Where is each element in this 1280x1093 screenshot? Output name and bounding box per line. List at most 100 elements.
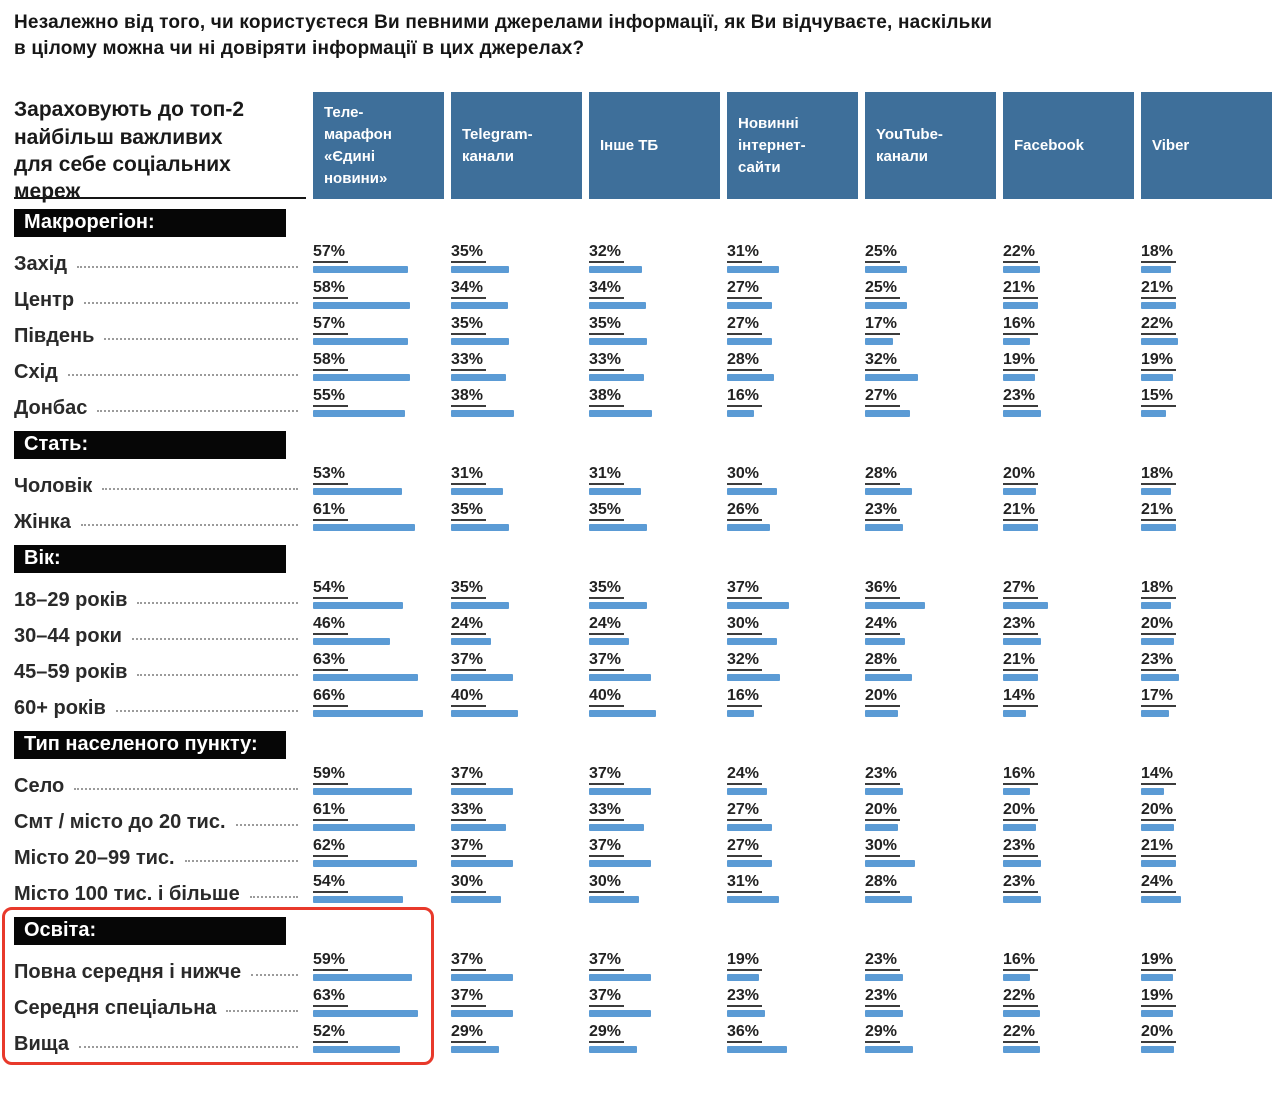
value-bar bbox=[451, 410, 515, 418]
value-label: 14% bbox=[1141, 765, 1177, 786]
value-bar bbox=[865, 266, 907, 274]
value-label: 29% bbox=[865, 1023, 901, 1044]
row-label-text: Вища bbox=[14, 1033, 69, 1056]
data-cell: 23% bbox=[1003, 835, 1134, 871]
row-label: Село bbox=[14, 763, 306, 799]
value-label: 24% bbox=[1141, 873, 1177, 894]
section-header-row: Тип населеного пункту: bbox=[14, 731, 1272, 760]
value-label: 24% bbox=[727, 765, 763, 786]
value-label: 35% bbox=[589, 501, 625, 522]
value-label: 18% bbox=[1141, 243, 1177, 264]
value-label: 58% bbox=[313, 351, 349, 372]
value-bar bbox=[1003, 860, 1042, 868]
value-label: 66% bbox=[313, 687, 349, 708]
data-cell: 31% bbox=[727, 241, 858, 277]
value-bar bbox=[313, 524, 415, 532]
value-bar bbox=[1141, 374, 1173, 382]
value-bar bbox=[727, 788, 768, 796]
value-label: 20% bbox=[1003, 801, 1039, 822]
value-label: 37% bbox=[589, 837, 625, 858]
value-label: 27% bbox=[865, 387, 901, 408]
leader-dots bbox=[97, 410, 298, 413]
data-cell: 20% bbox=[865, 685, 996, 721]
value-bar bbox=[451, 638, 492, 646]
value-label: 17% bbox=[1141, 687, 1177, 708]
value-label: 23% bbox=[1003, 615, 1039, 636]
value-bar bbox=[1141, 302, 1177, 310]
row-label: 45–59 років bbox=[14, 649, 306, 685]
value-label: 55% bbox=[313, 387, 349, 408]
section-label: Освіта: bbox=[14, 917, 286, 946]
data-cell: 23% bbox=[727, 985, 858, 1021]
data-cell: 16% bbox=[727, 385, 858, 421]
value-bar bbox=[1141, 524, 1177, 532]
value-label: 54% bbox=[313, 873, 349, 894]
section-label: Макрорегіон: bbox=[14, 209, 286, 238]
data-cell: 37% bbox=[727, 577, 858, 613]
leader-dots bbox=[131, 638, 298, 641]
value-bar bbox=[451, 266, 510, 274]
value-bar bbox=[589, 1046, 638, 1054]
value-label: 21% bbox=[1141, 279, 1177, 300]
value-label: 26% bbox=[727, 501, 763, 522]
value-label: 34% bbox=[451, 279, 487, 300]
value-bar bbox=[451, 974, 513, 982]
data-cell: 21% bbox=[1003, 649, 1134, 685]
row-label: Смт / місто до 20 тис. bbox=[14, 799, 306, 835]
row-label-text: Південь bbox=[14, 325, 95, 348]
leader-dots bbox=[77, 266, 298, 269]
value-bar bbox=[1003, 638, 1042, 646]
data-cell: 32% bbox=[865, 349, 996, 385]
value-label: 21% bbox=[1003, 651, 1039, 672]
data-cell: 26% bbox=[727, 499, 858, 535]
section-header-row: Вік: bbox=[14, 545, 1272, 574]
value-label: 21% bbox=[1003, 501, 1039, 522]
row-label: Захід bbox=[14, 241, 306, 277]
data-cell: 37% bbox=[451, 835, 582, 871]
value-bar bbox=[727, 860, 773, 868]
row-label-text: Село bbox=[14, 775, 65, 798]
value-bar bbox=[1141, 602, 1172, 610]
value-label: 58% bbox=[313, 279, 349, 300]
value-label: 22% bbox=[1003, 243, 1039, 264]
value-label: 27% bbox=[1003, 579, 1039, 600]
value-bar bbox=[1141, 860, 1177, 868]
value-label: 35% bbox=[589, 315, 625, 336]
data-cell: 36% bbox=[727, 1021, 858, 1057]
data-cell: 31% bbox=[589, 463, 720, 499]
value-bar bbox=[451, 338, 510, 346]
data-cell: 22% bbox=[1003, 985, 1134, 1021]
section-label: Стать: bbox=[14, 431, 286, 460]
data-cell: 23% bbox=[1003, 385, 1134, 421]
value-label: 37% bbox=[451, 651, 487, 672]
value-bar bbox=[865, 974, 904, 982]
data-cell: 28% bbox=[727, 349, 858, 385]
value-bar bbox=[451, 1010, 513, 1018]
value-bar bbox=[727, 524, 771, 532]
data-cell: 37% bbox=[589, 949, 720, 985]
leader-dots bbox=[137, 674, 298, 677]
value-label: 59% bbox=[313, 951, 349, 972]
value-bar bbox=[727, 338, 773, 346]
value-bar bbox=[727, 638, 778, 646]
data-cell: 19% bbox=[1141, 949, 1272, 985]
row-label-text: 30–44 роки bbox=[14, 625, 122, 648]
value-label: 20% bbox=[865, 687, 901, 708]
column-header: Теле- марафон «Єдині новини» bbox=[313, 92, 444, 200]
data-cell: 40% bbox=[589, 685, 720, 721]
value-bar bbox=[727, 1010, 766, 1018]
data-cell: 46% bbox=[313, 613, 444, 649]
value-label: 57% bbox=[313, 243, 349, 264]
leader-dots bbox=[80, 524, 298, 527]
data-cell: 53% bbox=[313, 463, 444, 499]
value-bar bbox=[451, 896, 502, 904]
value-bar bbox=[865, 524, 904, 532]
value-bar bbox=[313, 788, 412, 796]
section-label: Тип населеного пункту: bbox=[14, 731, 286, 760]
value-label: 59% bbox=[313, 765, 349, 786]
data-cell: 27% bbox=[1003, 577, 1134, 613]
data-cell: 20% bbox=[865, 799, 996, 835]
value-label: 28% bbox=[865, 465, 901, 486]
value-bar bbox=[313, 266, 409, 274]
